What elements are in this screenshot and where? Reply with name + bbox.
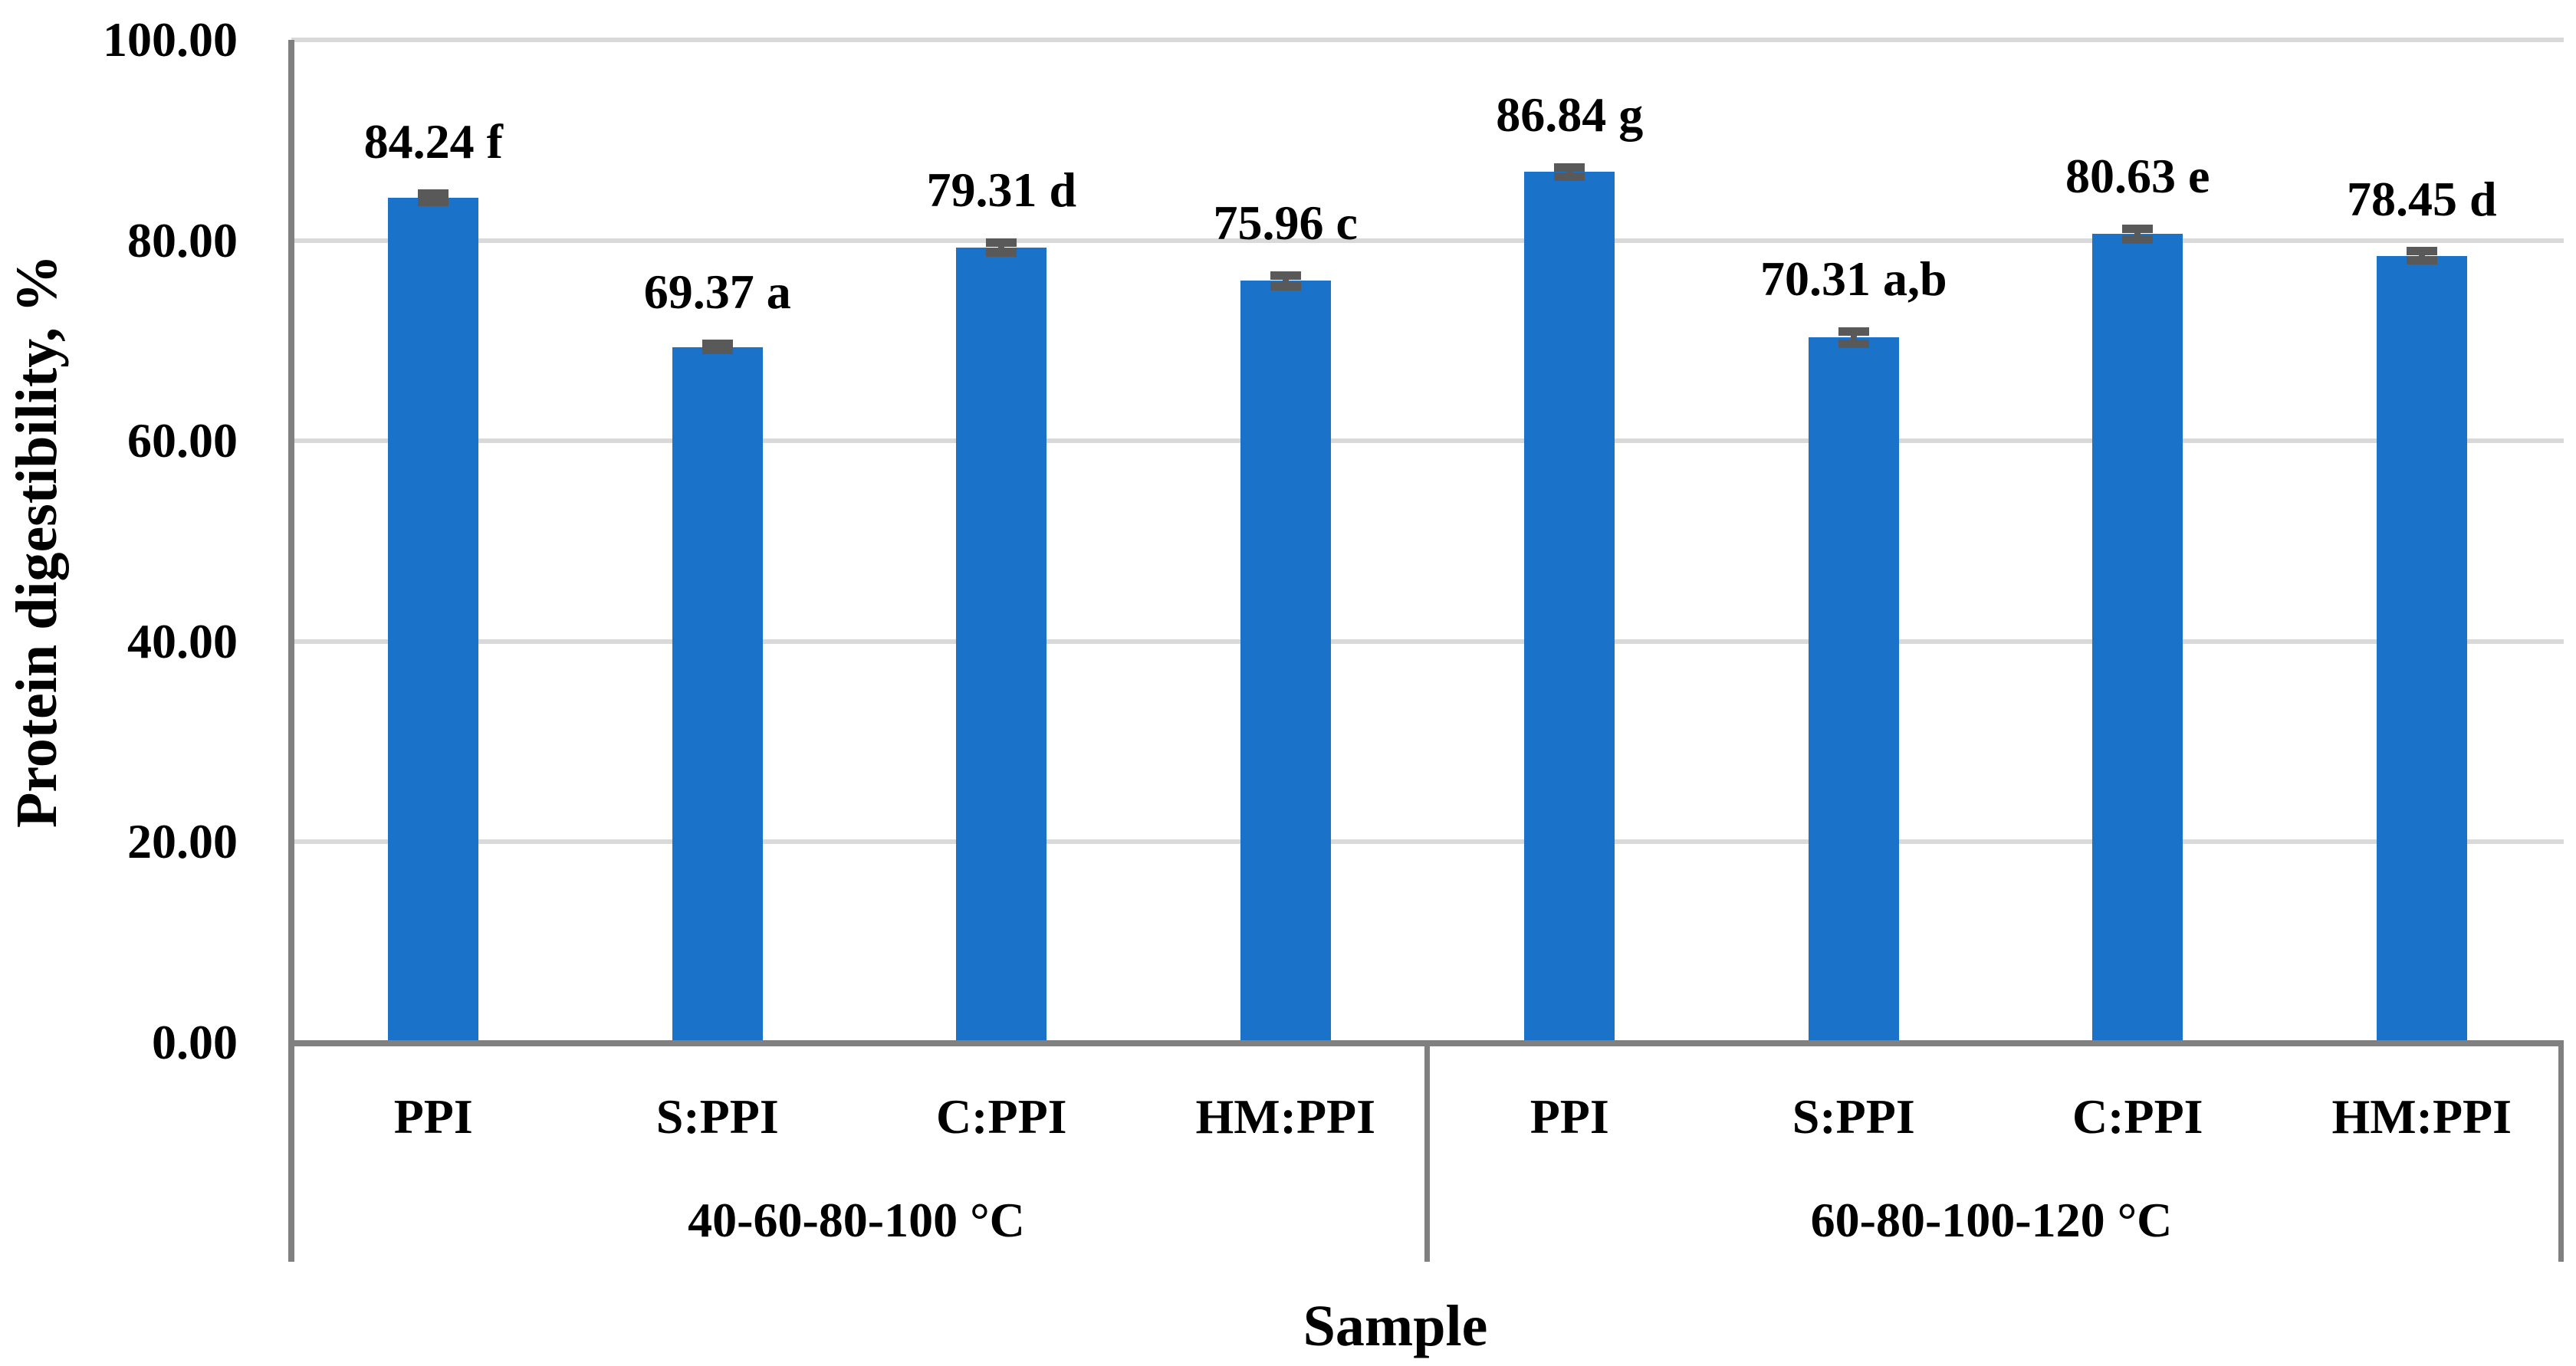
bar xyxy=(2376,255,2467,1043)
y-axis-line xyxy=(288,40,294,1262)
category-label: S:PPI xyxy=(656,1089,779,1144)
bar xyxy=(1808,337,1899,1043)
error-bar-whisker xyxy=(1850,331,1857,344)
error-bar-whisker xyxy=(1566,167,1573,176)
y-tick-label: 60.00 xyxy=(127,413,238,468)
bar-value-label: 70.31 a,b xyxy=(1760,251,1947,307)
group-separator xyxy=(2558,1043,2564,1262)
y-axis-title: Protein digestibility, % xyxy=(5,254,69,829)
bar-value-label: 84.24 f xyxy=(363,113,503,169)
y-tick-label: 80.00 xyxy=(127,212,238,268)
error-bar-cap-top xyxy=(1838,327,1869,336)
error-bar-cap-top xyxy=(2406,247,2437,256)
y-tick-label: 0.00 xyxy=(152,1015,238,1069)
category-label: C:PPI xyxy=(935,1089,1067,1144)
bar-value-label: 69.37 a xyxy=(643,264,791,319)
error-bar-whisker xyxy=(1282,275,1289,287)
gridline xyxy=(291,839,2564,845)
category-label: PPI xyxy=(1530,1089,1609,1144)
gridline xyxy=(291,639,2564,644)
bar xyxy=(1524,172,1615,1043)
error-bar-whisker xyxy=(2134,228,2141,240)
bar-value-label: 80.63 e xyxy=(2065,149,2210,204)
bar-value-label: 86.84 g xyxy=(1496,87,1644,143)
error-bar-cap-bottom xyxy=(418,197,449,206)
error-bar-cap-bottom xyxy=(986,248,1017,257)
error-bar-cap-top xyxy=(1270,271,1301,280)
gridline xyxy=(291,38,2564,42)
x-axis-title: Sample xyxy=(1303,1294,1488,1358)
category-label: PPI xyxy=(393,1089,473,1144)
error-bar-cap-top xyxy=(418,189,449,199)
bar xyxy=(1240,281,1331,1043)
bar xyxy=(672,346,763,1043)
error-bar-cap-bottom xyxy=(702,346,733,355)
error-bar-cap-bottom xyxy=(2406,256,2437,265)
group-label: 60-80-100-120 °C xyxy=(1810,1193,2173,1247)
error-bar-whisker xyxy=(2418,251,2425,261)
category-label: HM:PPI xyxy=(1195,1089,1376,1144)
group-label: 40-60-80-100 °C xyxy=(688,1193,1025,1247)
error-bar-cap-top xyxy=(2122,224,2154,233)
gridline xyxy=(291,238,2564,243)
error-bar-cap-bottom xyxy=(2122,235,2154,245)
error-bar-cap-bottom xyxy=(1838,339,1869,348)
y-tick-label: 40.00 xyxy=(127,613,238,668)
bar-value-label: 75.96 c xyxy=(1213,195,1358,251)
bar xyxy=(956,247,1047,1043)
category-label: C:PPI xyxy=(2072,1089,2203,1144)
category-label: S:PPI xyxy=(1792,1089,1915,1144)
error-bar-cap-top xyxy=(986,238,1017,247)
error-bar-cap-top xyxy=(702,340,733,349)
y-tick-label: 20.00 xyxy=(127,814,238,869)
gridline xyxy=(291,438,2564,444)
error-bar-cap-top xyxy=(1554,163,1585,172)
y-tick-label: 100.00 xyxy=(103,12,238,67)
bar xyxy=(388,198,479,1043)
group-separator xyxy=(1424,1043,1430,1262)
bar xyxy=(2092,234,2183,1043)
error-bar-whisker xyxy=(998,242,1005,253)
bar-value-label: 78.45 d xyxy=(2346,171,2497,226)
error-bar-cap-bottom xyxy=(1554,172,1585,181)
error-bar-cap-bottom xyxy=(1270,282,1301,291)
bar-value-label: 79.31 d xyxy=(926,163,1077,218)
category-label: HM:PPI xyxy=(2331,1089,2512,1144)
